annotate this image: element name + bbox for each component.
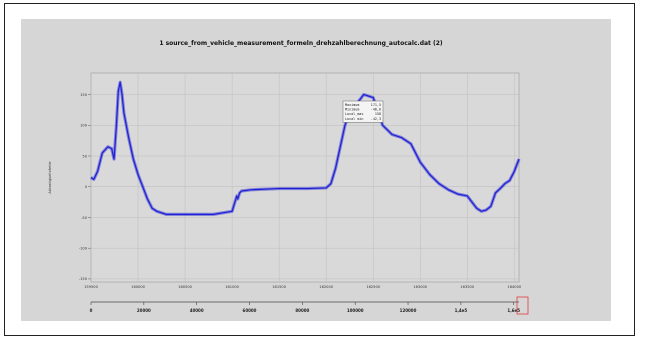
x-tick-label: 161000: [225, 285, 239, 289]
x-tick-label: 162000: [319, 285, 333, 289]
stats-value: -46,6: [371, 108, 381, 112]
x2-tick-label: 0: [90, 308, 93, 313]
x2-tick-label: 20000: [137, 308, 151, 313]
stats-label: Maximum: [345, 103, 359, 107]
x-tick-label: 159500: [84, 285, 98, 289]
stats-value: -42,3: [371, 117, 381, 121]
chart-title: 1 source_from_vehicle_measurement_formel…: [159, 40, 443, 47]
y-tick-label: -100: [79, 246, 88, 250]
x2-tick-label: 1,6e5: [507, 308, 520, 313]
x-tick-label: 163500: [460, 285, 474, 289]
y-axis-label: Abtastigkeitsfehle: [48, 161, 52, 194]
plot-area: [90, 72, 520, 283]
stats-box: [342, 100, 384, 123]
y-tick-label: 0: [85, 185, 88, 189]
x2-tick-label: 120000: [400, 308, 417, 313]
y-tick-label: -50: [81, 216, 88, 220]
y-tick-label: 150: [80, 93, 88, 97]
stats-value: 171,5: [371, 103, 381, 107]
stats-label: Local_max: [345, 112, 363, 116]
y-tick-label: 50: [82, 154, 87, 158]
stats-label: Minimum: [345, 108, 359, 112]
x-tick-label: 164000: [507, 285, 521, 289]
stats-label: Local min: [345, 117, 363, 121]
x2-tick-label: 1,4e5: [455, 308, 468, 313]
x-tick-label: 161500: [272, 285, 286, 289]
x2-tick-label: 100000: [347, 308, 364, 313]
x2-tick-label: 60000: [243, 308, 257, 313]
x2-tick-label: 80000: [295, 308, 309, 313]
highlight-box[interactable]: [516, 296, 529, 315]
y-tick-label: -150: [79, 277, 88, 281]
x-tick-label: 163000: [413, 285, 427, 289]
x-tick-label: 160500: [178, 285, 192, 289]
screenshot-frame: 1 source_from_vehicle_measurement_formel…: [4, 3, 635, 336]
chart-panel: 1 source_from_vehicle_measurement_formel…: [21, 19, 611, 321]
x-tick-label: 162500: [366, 285, 380, 289]
y-tick-label: 100: [80, 124, 88, 128]
x-tick-label: 160000: [131, 285, 145, 289]
x2-tick-label: 40000: [190, 308, 204, 313]
line-chart: 1 source_from_vehicle_measurement_formel…: [48, 40, 529, 315]
series-line: [90, 81, 520, 215]
stats-value: 158: [375, 112, 381, 116]
